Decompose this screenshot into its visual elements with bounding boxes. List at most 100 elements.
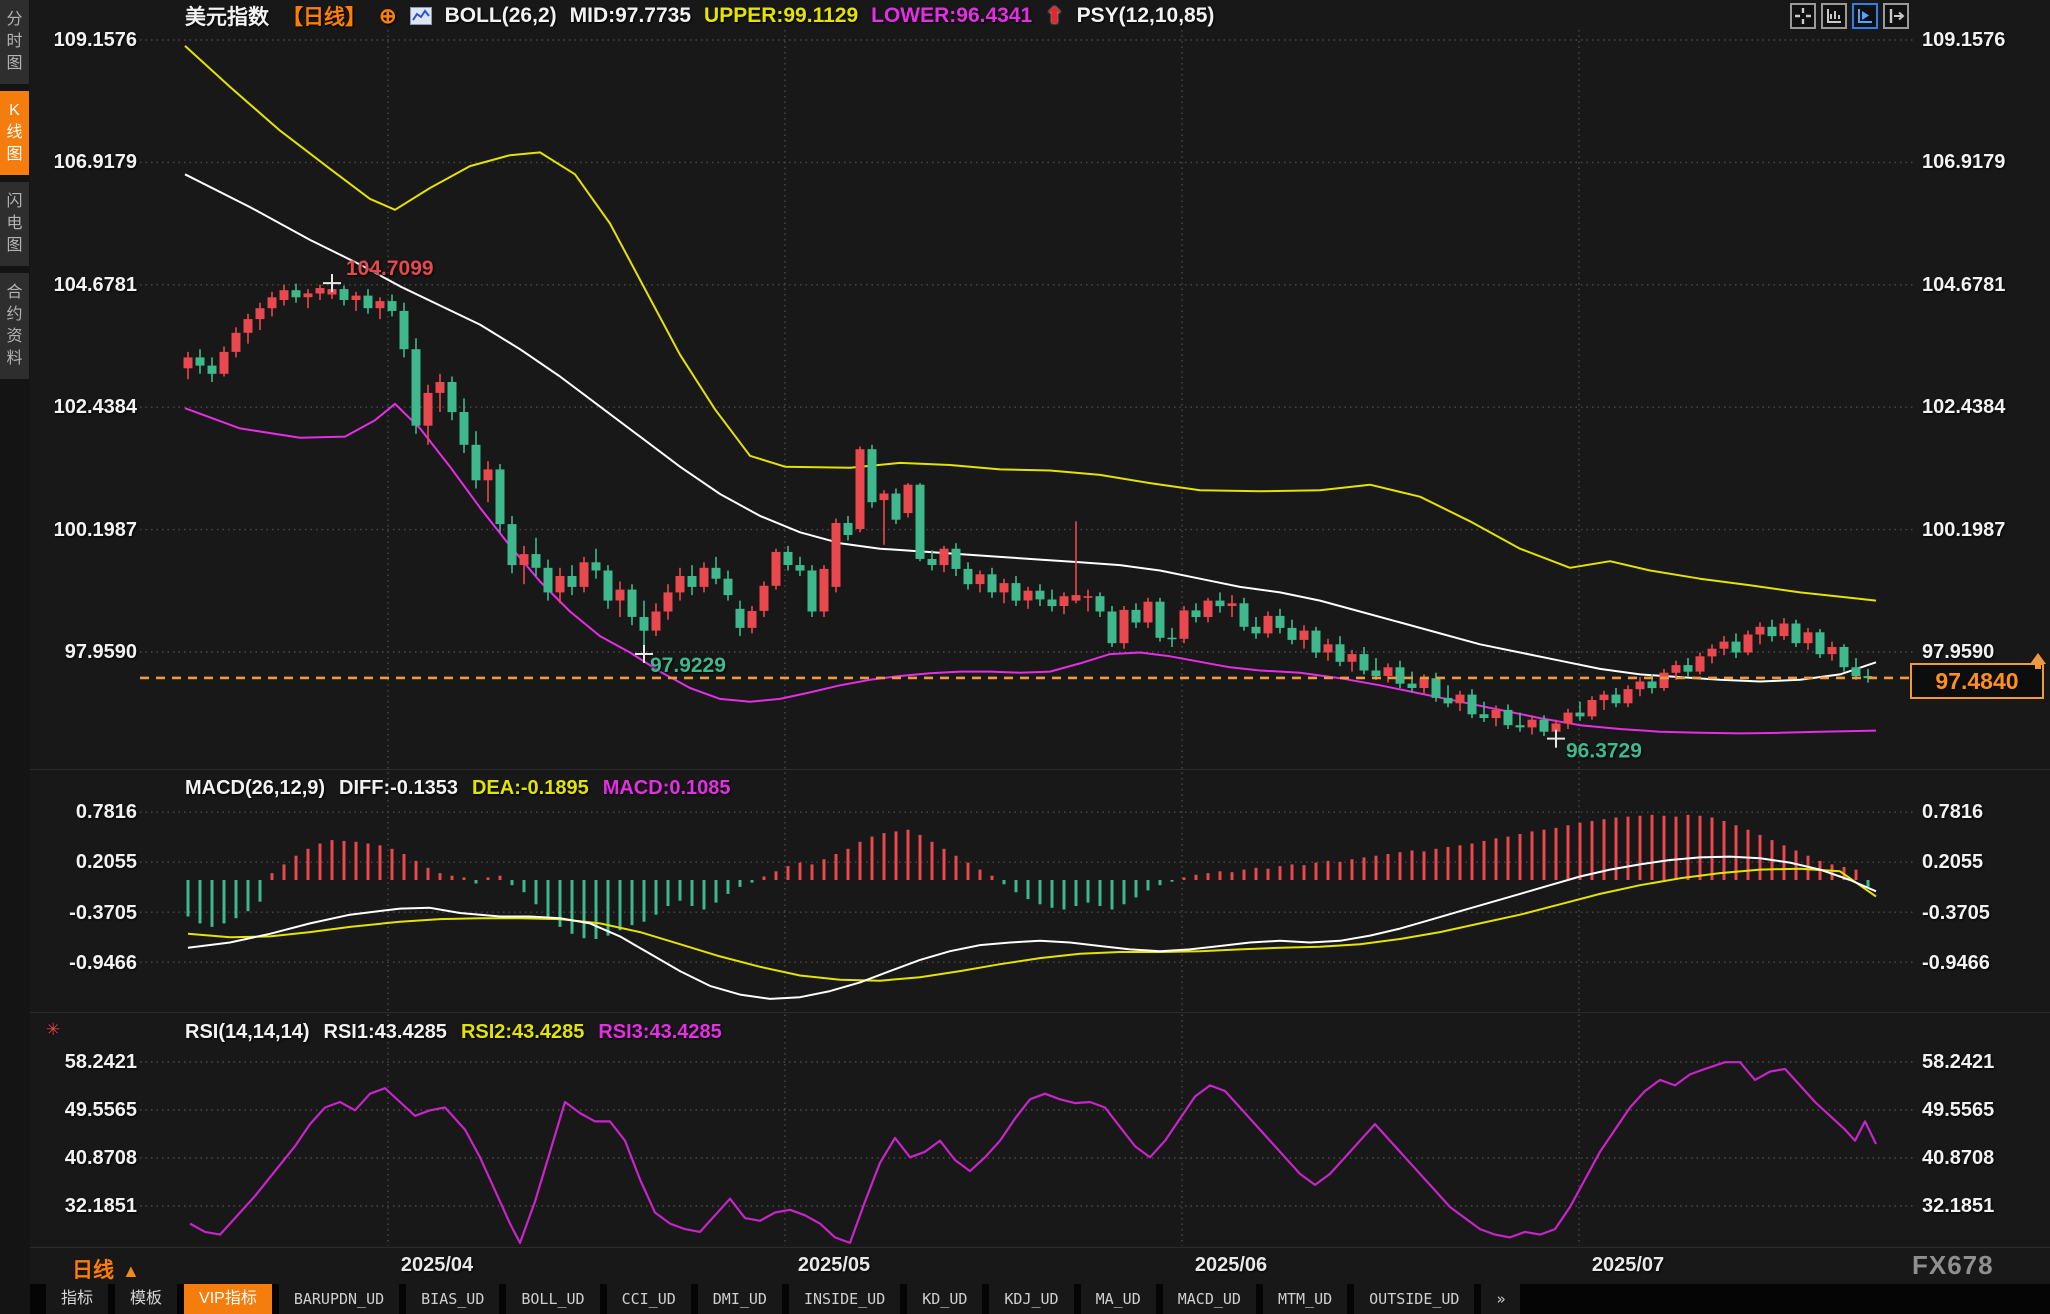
candle-body: [1023, 590, 1033, 601]
axis-label: 49.5565: [1922, 1099, 1995, 1121]
candle-body: [1407, 683, 1417, 688]
macd-hist-value: MACD:0.1085: [602, 777, 731, 799]
candle-body: [639, 617, 649, 631]
chart-thumbnail-icon[interactable]: [409, 7, 432, 25]
period-tag[interactable]: 【日线】: [282, 6, 366, 29]
sidebar-item-0[interactable]: 分时图: [0, 0, 29, 84]
footer-tab-6[interactable]: CCI_UD: [606, 1284, 691, 1314]
candle-body: [1011, 583, 1021, 601]
candle-body: [1551, 723, 1561, 732]
candle-body: [627, 589, 637, 617]
axis-label: 102.4384: [53, 396, 137, 418]
footer-tab-1[interactable]: 模板: [115, 1284, 178, 1314]
candle-body: [1371, 670, 1381, 676]
candle-body: [471, 444, 481, 481]
axis-label: 97.9590: [1922, 641, 1995, 663]
candle-body: [315, 288, 325, 294]
candle-body: [291, 290, 301, 298]
candle-body: [1035, 590, 1045, 600]
candle-body: [1299, 630, 1309, 640]
candle-body: [1527, 719, 1537, 728]
footer-tab-13[interactable]: MTM_UD: [1262, 1284, 1348, 1314]
month-label: 2025/05: [797, 1254, 871, 1276]
footer-tab-14[interactable]: OUTSIDE_UD: [1354, 1284, 1475, 1314]
candle-body: [855, 449, 865, 529]
footer-tab-9[interactable]: KD_UD: [907, 1284, 983, 1314]
candle-body: [675, 576, 685, 593]
footer-tab-12[interactable]: MACD_UD: [1162, 1284, 1256, 1314]
candle-body: [867, 449, 877, 503]
footer-tab-3[interactable]: BARUPDN_UD: [278, 1284, 400, 1314]
candle-body: [1563, 712, 1573, 724]
panel-divider: [30, 1247, 2050, 1248]
footer-tab-0[interactable]: 指标: [46, 1284, 109, 1314]
candle-body: [1851, 667, 1861, 676]
period-selector[interactable]: 日线 ▲: [72, 1259, 140, 1282]
candle-body: [843, 523, 853, 535]
candle-body: [435, 382, 445, 393]
rsi1-value: RSI1:43.4285: [323, 1021, 447, 1043]
candle-body: [891, 493, 901, 520]
candle-body: [723, 578, 733, 596]
shift-chart-icon[interactable]: [1883, 3, 1909, 29]
price-up-arrow-icon: [2030, 653, 2046, 669]
candle-body: [1839, 647, 1849, 668]
candle-body: [1731, 641, 1741, 653]
candle-body: [711, 567, 721, 579]
candle-body: [495, 469, 505, 525]
candle-body: [195, 357, 205, 366]
candle-body: [939, 548, 949, 566]
candle-body: [207, 365, 217, 374]
crosshair-icon[interactable]: [1790, 3, 1816, 29]
candle-body: [1059, 596, 1069, 606]
footer-tab-2[interactable]: VIP指标: [184, 1284, 272, 1314]
candle-body: [759, 585, 769, 611]
candle-body: [459, 412, 469, 445]
axis-label: -0.3705: [1922, 902, 1990, 924]
play-chart-icon[interactable]: [1852, 3, 1878, 29]
candle-body: [975, 574, 985, 585]
rsi3-value: RSI3:43.4285: [598, 1021, 722, 1043]
axis-label: 100.1987: [53, 519, 137, 541]
footer-tab-15[interactable]: »: [1481, 1284, 1521, 1314]
footer-tab-11[interactable]: MA_UD: [1080, 1284, 1156, 1314]
month-label: 2025/04: [400, 1254, 474, 1276]
axis-label: 58.2421: [64, 1051, 137, 1073]
candle-body: [1671, 665, 1681, 673]
panel-divider: [30, 769, 2050, 770]
indicator-badge-icon[interactable]: ✳: [46, 1020, 61, 1039]
candle-body: [1311, 630, 1321, 653]
candle-body: [783, 551, 793, 565]
footer-tab-8[interactable]: INSIDE_UD: [788, 1284, 901, 1314]
sidebar-item-3[interactable]: 合约资料: [0, 273, 29, 379]
candle-body: [279, 290, 289, 300]
sidebar-item-2[interactable]: 闪电图: [0, 182, 29, 266]
candle-body: [543, 567, 553, 593]
candle-body: [219, 351, 229, 374]
footer-tab-10[interactable]: KDJ_UD: [989, 1284, 1074, 1314]
psy-label: PSY(12,10,85): [1076, 4, 1215, 27]
candle-body: [363, 295, 373, 309]
triangle-up-icon: ▲: [122, 1261, 140, 1281]
axis-label: 58.2421: [1922, 1051, 1995, 1073]
footer-tab-7[interactable]: DMI_UD: [697, 1284, 782, 1314]
candle-body: [1227, 603, 1237, 606]
macd-dea-line: [187, 867, 1877, 982]
axis-label: 32.1851: [1922, 1195, 1995, 1217]
candle-body: [267, 297, 277, 309]
candle-body: [1443, 697, 1453, 704]
footer-tab-5[interactable]: BOLL_UD: [506, 1284, 600, 1314]
month-label: 2025/07: [1591, 1254, 1665, 1276]
candle-body: [1275, 615, 1285, 628]
boll-upper-value: UPPER:99.1129: [704, 4, 859, 27]
candle-body: [1647, 681, 1657, 689]
add-indicator-icon[interactable]: ⊕: [379, 4, 397, 28]
footer-tab-4[interactable]: BIAS_UD: [406, 1284, 500, 1314]
axis-label: 0.2055: [1922, 851, 1984, 873]
candle-body: [915, 484, 925, 559]
axis-label: 40.8708: [1922, 1147, 1995, 1169]
axes-chart-icon[interactable]: [1821, 3, 1847, 29]
candle-body: [507, 524, 517, 566]
